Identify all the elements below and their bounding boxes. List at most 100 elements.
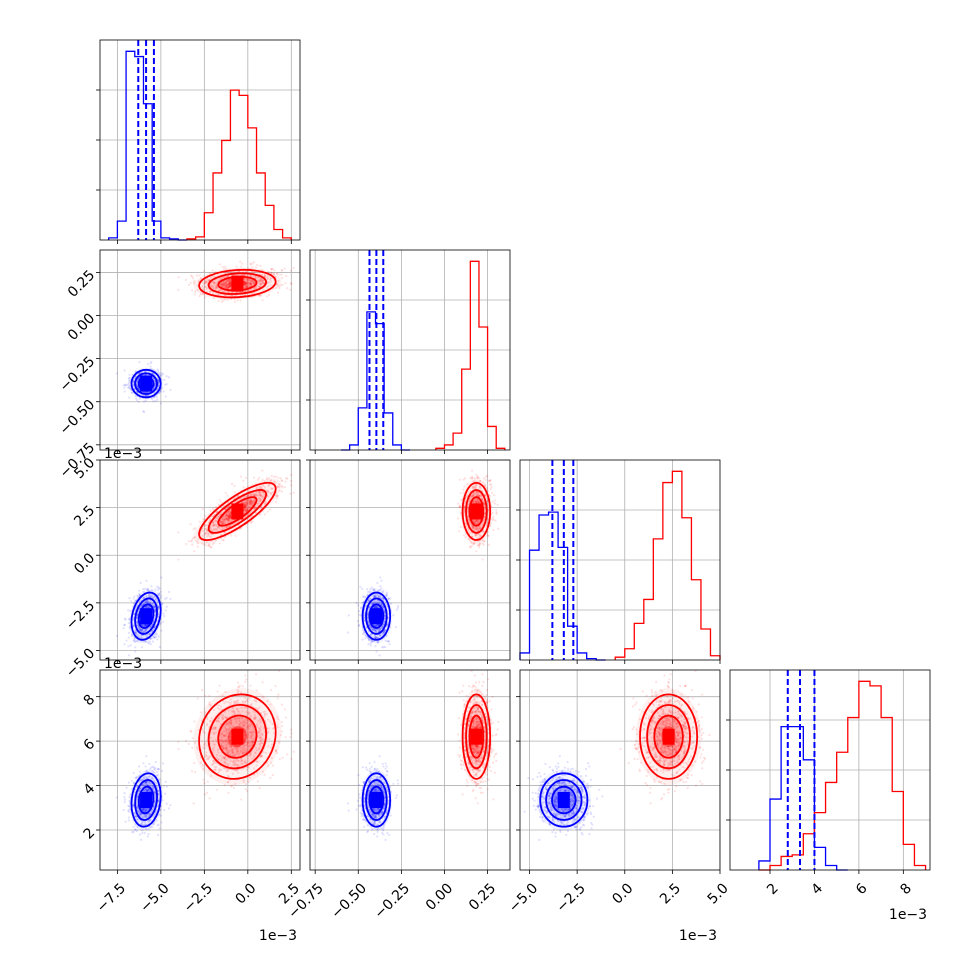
red-sample-point bbox=[280, 485, 283, 488]
blue-sample-point bbox=[127, 377, 130, 380]
blue-sample-point bbox=[128, 626, 131, 629]
blue-sample-point bbox=[158, 623, 161, 626]
red-sample-point bbox=[253, 287, 256, 290]
red-sample-point bbox=[257, 280, 260, 283]
red-sample-point bbox=[249, 493, 253, 496]
blue-sample-point bbox=[369, 588, 372, 591]
red-sample-point bbox=[250, 502, 253, 505]
red-sample-point bbox=[290, 282, 293, 285]
blue-sample-point bbox=[362, 595, 365, 598]
red-sample-point bbox=[243, 278, 246, 281]
red-sample-point bbox=[277, 279, 280, 283]
blue-sample-point bbox=[140, 628, 143, 631]
red-sample-point bbox=[228, 282, 231, 285]
red-sample-point bbox=[227, 285, 231, 288]
blue-sample-point bbox=[160, 372, 163, 375]
red-sample-point bbox=[222, 290, 226, 293]
red-sample-point bbox=[227, 511, 230, 514]
red-sample-point bbox=[276, 284, 279, 287]
red-sample-point bbox=[204, 532, 207, 535]
red-sample-point bbox=[191, 277, 194, 280]
red-sample-point bbox=[221, 285, 224, 288]
y-tick-label: −0.25 bbox=[57, 354, 99, 396]
blue-sample-point bbox=[158, 372, 161, 375]
blue-sample-point bbox=[153, 609, 157, 612]
blue-sample-point bbox=[152, 636, 155, 639]
blue-sample-point bbox=[132, 625, 135, 628]
red-sample-point bbox=[225, 275, 228, 279]
red-sample-point bbox=[280, 269, 283, 272]
red-sample-point bbox=[223, 283, 226, 286]
blue-sample-point bbox=[136, 385, 139, 388]
blue-sample-point bbox=[384, 639, 387, 642]
red-sample-point bbox=[234, 270, 237, 273]
red-sample-point bbox=[259, 285, 262, 288]
red-sample-point bbox=[260, 487, 263, 490]
red-sample-point bbox=[252, 499, 256, 502]
red-sample-point bbox=[244, 504, 247, 507]
red-sample-point bbox=[220, 298, 223, 301]
blue-sample-point bbox=[149, 595, 153, 598]
blue-sample-point bbox=[371, 602, 375, 605]
red-sample-point bbox=[253, 498, 256, 501]
red-sample-point bbox=[290, 282, 293, 285]
red-sample-point bbox=[206, 280, 209, 284]
blue-sample-point bbox=[383, 617, 387, 620]
red-sample-point bbox=[209, 535, 212, 538]
blue-sample-point bbox=[127, 621, 130, 625]
red-sample-point bbox=[285, 477, 288, 480]
blue-sample-point bbox=[141, 597, 144, 600]
red-sample-point bbox=[218, 542, 221, 545]
red-sample-point bbox=[254, 494, 257, 497]
blue-sample-point bbox=[378, 601, 381, 604]
blue-sample-point bbox=[127, 386, 130, 389]
red-sample-point bbox=[248, 282, 252, 286]
red-sample-point bbox=[290, 484, 293, 487]
blue-sample-point bbox=[381, 632, 384, 635]
red-sample-point bbox=[227, 290, 230, 294]
blue-sample-point bbox=[140, 629, 144, 632]
blue-sample-point bbox=[129, 387, 132, 391]
red-sample-point bbox=[194, 293, 197, 296]
red-sample-point bbox=[245, 501, 249, 504]
red-sample-point bbox=[221, 283, 225, 286]
blue-sample-point bbox=[382, 631, 385, 634]
red-sample-point bbox=[225, 279, 228, 282]
red-sample-point bbox=[226, 519, 230, 522]
red-sample-point bbox=[225, 280, 229, 283]
red-sample-point bbox=[243, 282, 246, 286]
blue-sample-point bbox=[138, 600, 141, 603]
red-sample-point bbox=[228, 283, 231, 286]
blue-sample-point bbox=[152, 372, 155, 375]
blue-sample-point bbox=[122, 627, 125, 630]
red-sample-point bbox=[246, 278, 250, 281]
red-sample-point bbox=[225, 525, 229, 529]
red-sample-point bbox=[250, 500, 253, 503]
red-sample-point bbox=[268, 281, 271, 284]
red-sample-point bbox=[244, 285, 247, 288]
blue-sample-point bbox=[143, 624, 146, 627]
blue-sample-point bbox=[369, 626, 373, 629]
blue-sample-point bbox=[157, 635, 161, 638]
blue-sample-point bbox=[386, 623, 389, 626]
blue-sample-point bbox=[154, 624, 157, 627]
blue-sample-point bbox=[115, 372, 119, 375]
red-sample-point bbox=[212, 297, 216, 300]
red-sample-point bbox=[225, 526, 228, 529]
red-sample-point bbox=[249, 494, 252, 497]
blue-sample-point bbox=[125, 383, 128, 387]
red-sample-point bbox=[247, 500, 250, 503]
red-sample-point bbox=[198, 274, 201, 277]
blue-sample-point bbox=[156, 585, 159, 588]
panel-frame bbox=[309, 249, 511, 451]
red-sample-point bbox=[205, 531, 208, 534]
red-sample-point bbox=[221, 539, 224, 542]
blue-sample-point bbox=[159, 621, 163, 625]
red-sample-point bbox=[259, 493, 262, 496]
red-sample-point bbox=[253, 493, 257, 496]
red-sample-point bbox=[210, 546, 213, 549]
y-tick-label: 0.0 bbox=[71, 550, 98, 577]
red-sample-point bbox=[233, 484, 236, 488]
blue-sample-point bbox=[128, 617, 131, 621]
